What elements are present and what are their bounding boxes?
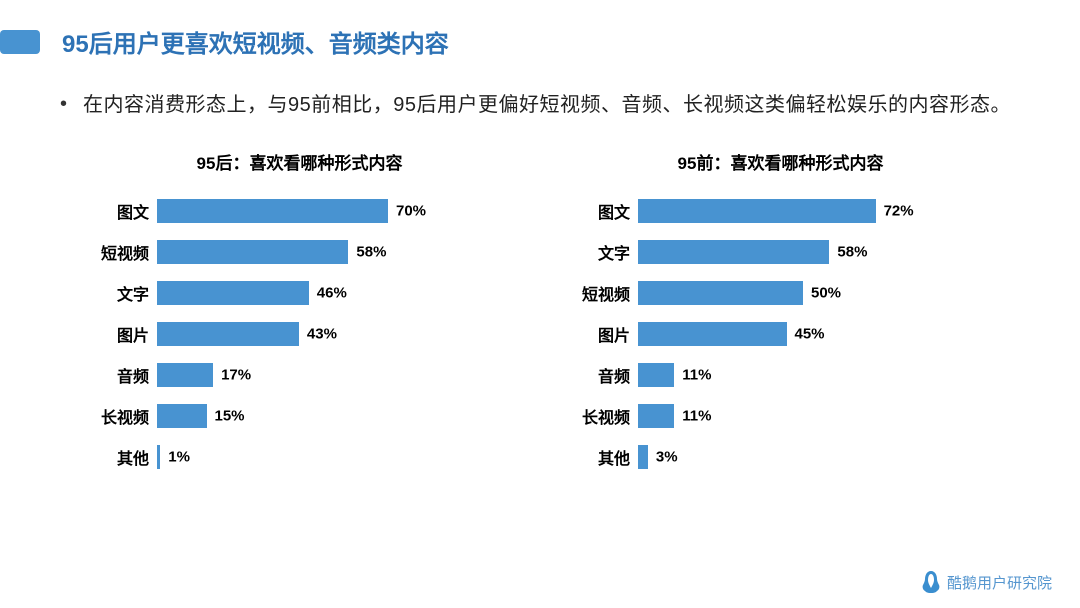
bar-label: 图片 bbox=[568, 322, 638, 346]
bar-value: 11% bbox=[682, 407, 711, 424]
bar-fill bbox=[638, 281, 803, 305]
bar-row: 图片 45% bbox=[568, 313, 993, 354]
bar-track: 17% bbox=[157, 363, 512, 387]
bar-value: 70% bbox=[396, 202, 426, 219]
bullet-text: 在内容消费形态上，与95前相比，95后用户更偏好短视频、音频、长视频这类偏轻松娱… bbox=[83, 87, 1011, 123]
bar-fill bbox=[157, 281, 309, 305]
chart-title: 95后：喜欢看哪种形式内容 bbox=[87, 149, 512, 174]
footer-text: 酷鹅用户研究院 bbox=[947, 572, 1052, 593]
bar-row: 文字 58% bbox=[568, 231, 993, 272]
bar-row: 文字 46% bbox=[87, 272, 512, 313]
bullet-dot-icon: • bbox=[60, 87, 67, 121]
slide-title: 95后用户更喜欢短视频、音频类内容 bbox=[62, 24, 449, 59]
bar-label: 图片 bbox=[87, 322, 157, 346]
bar-track: 3% bbox=[638, 445, 993, 469]
bar-value: 17% bbox=[221, 366, 251, 383]
chart-95-before: 95前：喜欢看哪种形式内容 图文 72% 文字 58% 短视频 50% 图片 45% 音频 11%… bbox=[568, 149, 993, 477]
bullet-point: • 在内容消费形态上，与95前相比，95后用户更偏好短视频、音频、长视频这类偏轻… bbox=[0, 87, 1080, 123]
bar-track: 72% bbox=[638, 199, 993, 223]
bar-row: 图片 43% bbox=[87, 313, 512, 354]
bar-row: 短视频 50% bbox=[568, 272, 993, 313]
chart-body: 图文 70% 短视频 58% 文字 46% 图片 43% 音频 17% 长视频 15% 其他 1% bbox=[87, 190, 512, 477]
bar-value: 72% bbox=[884, 202, 914, 219]
penguin-logo-icon bbox=[921, 570, 941, 594]
bar-value: 58% bbox=[837, 243, 867, 260]
bar-row: 长视频 15% bbox=[87, 395, 512, 436]
bar-label: 短视频 bbox=[568, 281, 638, 305]
bar-track: 58% bbox=[157, 240, 512, 264]
bar-label: 图文 bbox=[568, 199, 638, 223]
chart-body: 图文 72% 文字 58% 短视频 50% 图片 45% 音频 11% 长视频 11% 其他 3% bbox=[568, 190, 993, 477]
bar-row: 音频 17% bbox=[87, 354, 512, 395]
bar-label: 长视频 bbox=[568, 404, 638, 428]
bar-value: 11% bbox=[682, 366, 711, 383]
header-accent-bar bbox=[0, 30, 40, 54]
bar-row: 长视频 11% bbox=[568, 395, 993, 436]
bar-label: 音频 bbox=[568, 363, 638, 387]
bar-value: 1% bbox=[168, 448, 190, 465]
charts-container: 95后：喜欢看哪种形式内容 图文 70% 短视频 58% 文字 46% 图片 43% 音频 17%… bbox=[0, 149, 1080, 477]
bar-fill bbox=[638, 199, 876, 223]
bar-fill bbox=[638, 363, 674, 387]
bar-value: 45% bbox=[795, 325, 825, 342]
bar-fill bbox=[638, 445, 648, 469]
bar-label: 短视频 bbox=[87, 240, 157, 264]
bar-value: 15% bbox=[215, 407, 245, 424]
bar-fill bbox=[638, 322, 787, 346]
bar-track: 11% bbox=[638, 363, 993, 387]
bar-track: 46% bbox=[157, 281, 512, 305]
bar-fill bbox=[157, 404, 207, 428]
bar-value: 46% bbox=[317, 284, 347, 301]
bar-fill bbox=[157, 322, 299, 346]
bar-track: 45% bbox=[638, 322, 993, 346]
bar-fill bbox=[157, 363, 213, 387]
bar-row: 短视频 58% bbox=[87, 231, 512, 272]
bar-row: 图文 72% bbox=[568, 190, 993, 231]
bar-label: 长视频 bbox=[87, 404, 157, 428]
bar-track: 58% bbox=[638, 240, 993, 264]
bar-value: 43% bbox=[307, 325, 337, 342]
slide-header: 95后用户更喜欢短视频、音频类内容 bbox=[0, 0, 1080, 59]
bar-track: 11% bbox=[638, 404, 993, 428]
bar-track: 43% bbox=[157, 322, 512, 346]
bar-value: 50% bbox=[811, 284, 841, 301]
bar-label: 图文 bbox=[87, 199, 157, 223]
bar-row: 其他 3% bbox=[568, 436, 993, 477]
bar-fill bbox=[638, 404, 674, 428]
bar-fill bbox=[638, 240, 829, 264]
bar-track: 15% bbox=[157, 404, 512, 428]
bar-track: 50% bbox=[638, 281, 993, 305]
bar-fill bbox=[157, 199, 388, 223]
bar-track: 70% bbox=[157, 199, 512, 223]
bar-row: 其他 1% bbox=[87, 436, 512, 477]
bar-label: 文字 bbox=[87, 281, 157, 305]
bar-row: 音频 11% bbox=[568, 354, 993, 395]
bar-row: 图文 70% bbox=[87, 190, 512, 231]
bar-label: 音频 bbox=[87, 363, 157, 387]
bar-value: 58% bbox=[356, 243, 386, 260]
bar-value: 3% bbox=[656, 448, 678, 465]
chart-95-after: 95后：喜欢看哪种形式内容 图文 70% 短视频 58% 文字 46% 图片 43% 音频 17%… bbox=[87, 149, 512, 477]
bar-label: 其他 bbox=[87, 445, 157, 469]
footer-attribution: 酷鹅用户研究院 bbox=[921, 570, 1052, 594]
chart-title: 95前：喜欢看哪种形式内容 bbox=[568, 149, 993, 174]
bar-fill bbox=[157, 240, 348, 264]
bar-label: 文字 bbox=[568, 240, 638, 264]
bar-fill bbox=[157, 445, 160, 469]
bar-track: 1% bbox=[157, 445, 512, 469]
bar-label: 其他 bbox=[568, 445, 638, 469]
